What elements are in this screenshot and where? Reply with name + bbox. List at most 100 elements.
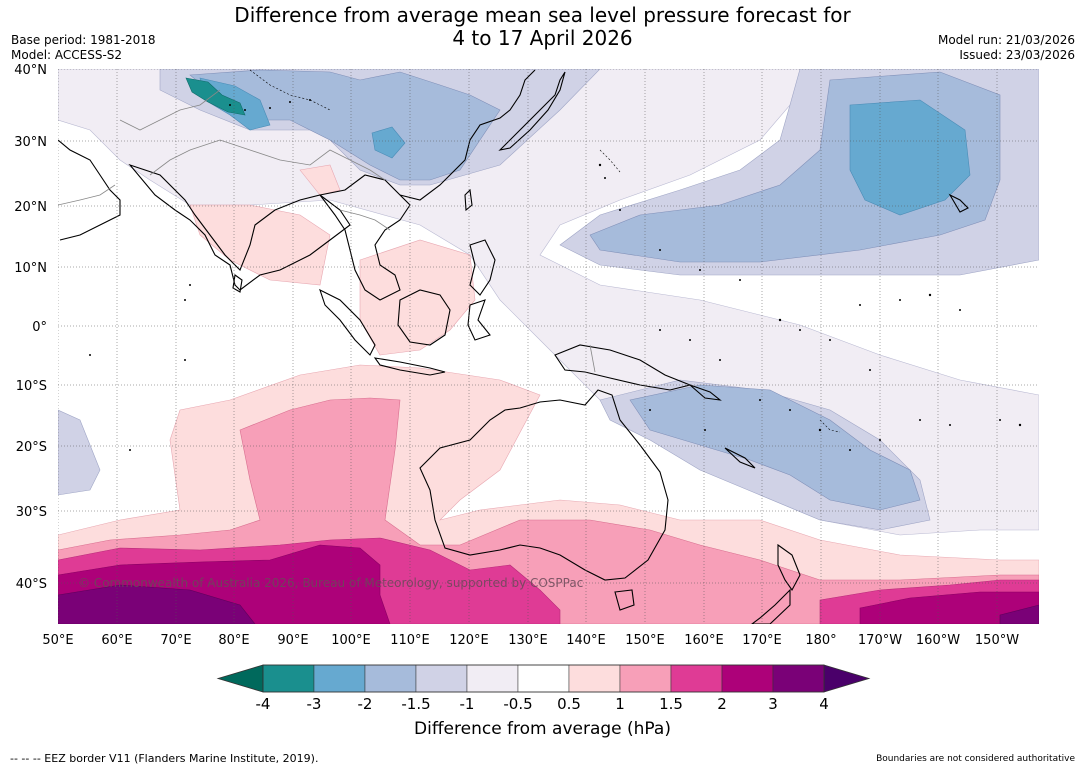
- map-title: Difference from average mean sea level p…: [0, 4, 1085, 50]
- base-period-info: Base period: 1981-2018 Model: ACCESS-S2: [11, 33, 156, 63]
- latitude-labels: 40°N 30°N 20°N 10°N 0° 10°S 20°S 30°S 40…: [14, 63, 47, 592]
- model-run-text: Model run: 21/03/2026: [937, 33, 1075, 47]
- colorbar-tick-label: -1: [460, 695, 475, 713]
- colorbar-title: Difference from average (hPa): [414, 719, 671, 739]
- lon-label: 90°E: [277, 633, 308, 648]
- colorbar-segment: [772, 664, 825, 693]
- lon-label: 140°E: [566, 633, 606, 648]
- colorbar-ticks: -4 -3 -2 -1.5 -1 -0.5 0.5 1 1.5 2 3 4: [256, 695, 829, 713]
- lat-label: 0°: [32, 320, 47, 335]
- issued-text: Issued: 23/03/2026: [959, 48, 1075, 62]
- country-borders: [58, 89, 596, 373]
- colorbar-segment: [670, 664, 723, 693]
- colorbar-segment: [466, 664, 519, 693]
- eez-border-line: [249, 69, 331, 111]
- colorbar-tick-label: 0.5: [557, 695, 581, 713]
- lat-label: 30°S: [16, 505, 47, 520]
- coastline-japan: [498, 71, 566, 151]
- coastline-taiwan: [464, 188, 473, 212]
- colorbar-tick-label: 1.5: [659, 695, 683, 713]
- coastline-new-zealand-north: [777, 543, 801, 592]
- lon-label: 60°E: [101, 633, 132, 648]
- lat-label: 40°N: [14, 63, 47, 78]
- lon-label: 100°E: [331, 633, 371, 648]
- border-line: [58, 184, 116, 206]
- coastline-java: [373, 357, 446, 376]
- lat-label: 30°N: [14, 135, 47, 150]
- island-dots: [89, 99, 1022, 451]
- eez-border-line: [599, 149, 621, 173]
- colorbar-tick-label: -2: [358, 695, 373, 713]
- coastline-australia: [419, 389, 669, 581]
- coastlines: [58, 69, 969, 624]
- lon-label: 130°E: [508, 633, 548, 648]
- lat-label: 20°S: [16, 440, 47, 455]
- coastline-sulawesi: [467, 299, 491, 341]
- colorbar-segment: [262, 664, 315, 693]
- longitude-labels: 50°E 60°E 70°E 80°E 90°E 100°E 110°E 120…: [42, 633, 1019, 648]
- colorbar-segment: [721, 664, 774, 693]
- colorbar-segment: [313, 664, 366, 693]
- border-line: [339, 209, 391, 231]
- colorbar-low-extend: [216, 664, 264, 693]
- lon-label: 150°W: [975, 633, 1019, 648]
- border-line: [119, 89, 221, 131]
- lat-label: 20°N: [14, 200, 47, 215]
- coastline-new-zealand-south: [751, 588, 791, 624]
- colorbar-tick-label: -0.5: [503, 695, 532, 713]
- lon-label: 170°E: [742, 633, 782, 648]
- border-line: [149, 139, 386, 181]
- colorbar-tick-label: 1: [615, 695, 625, 713]
- colorbar-segment: [364, 664, 417, 693]
- colorbar-segment: [568, 664, 621, 693]
- coastline-borneo: [397, 289, 451, 346]
- copyright-watermark: © Commonwealth of Australia 2026, Bureau…: [78, 576, 583, 590]
- colorbar-tick-label: 2: [717, 695, 727, 713]
- lon-label: 170°W: [858, 633, 902, 648]
- coastline-sumatra: [319, 288, 376, 356]
- boundaries-disclaimer: Boundaries are not considered authoritat…: [876, 754, 1075, 764]
- colorbar-tick-label: 4: [819, 695, 829, 713]
- title-line-2: 4 to 17 April 2026: [452, 26, 633, 50]
- eez-borders: [249, 69, 841, 433]
- anomaly-region-minus-one-half: [189, 69, 1001, 511]
- colorbar-outline: [262, 664, 825, 693]
- lon-label: 180°: [805, 633, 836, 648]
- lon-label: 160°E: [684, 633, 724, 648]
- coastline-new-caledonia: [724, 447, 756, 469]
- lon-label: 150°E: [625, 633, 665, 648]
- colorbar-tick-label: 3: [768, 695, 778, 713]
- map-frame: © Commonwealth of Australia 2026, Bureau…: [58, 69, 1039, 624]
- colorbar-segments: [262, 664, 825, 693]
- colorbar-segment: [415, 664, 468, 693]
- colorbar: -4 -3 -2 -1.5 -1 -0.5 0.5 1 1.5 2 3 4: [216, 664, 871, 713]
- coastline-china-coast: [399, 69, 536, 201]
- lon-label: 160°W: [916, 633, 960, 648]
- base-period-text: Base period: 1981-2018: [11, 33, 156, 47]
- colorbar-high-extend: [823, 664, 871, 693]
- lon-label: 110°E: [390, 633, 430, 648]
- coastline-hawaii: [948, 193, 969, 213]
- lat-label: 10°N: [14, 261, 47, 276]
- lon-label: 70°E: [160, 633, 191, 648]
- lat-label: 40°S: [16, 577, 47, 592]
- model-text: Model: ACCESS-S2: [11, 48, 123, 62]
- model-run-info: Model run: 21/03/2026 Issued: 23/03/2026: [938, 33, 1075, 63]
- border-line: [589, 344, 596, 373]
- coastline-arabia: [58, 139, 121, 241]
- eez-footnote: -- -- -- EEZ border V11 (Flanders Marine…: [10, 752, 319, 765]
- lon-label: 80°E: [218, 633, 249, 648]
- coastline-solomon-islands: [689, 384, 722, 401]
- anomaly-region-plus-three: [58, 584, 1039, 624]
- coastline-new-guinea: [554, 344, 692, 391]
- colorbar-segment: [517, 664, 570, 693]
- colorbar-segment: [619, 664, 672, 693]
- coastline-tasmania: [614, 589, 635, 611]
- lat-label: 10°S: [16, 379, 47, 394]
- colorbar-tick-label: -1.5: [401, 695, 430, 713]
- title-line-1: Difference from average mean sea level p…: [234, 3, 851, 27]
- eez-border-line: [819, 419, 841, 433]
- colorbar-tick-label: -4: [256, 695, 271, 713]
- coastline-sri-lanka: [232, 274, 243, 293]
